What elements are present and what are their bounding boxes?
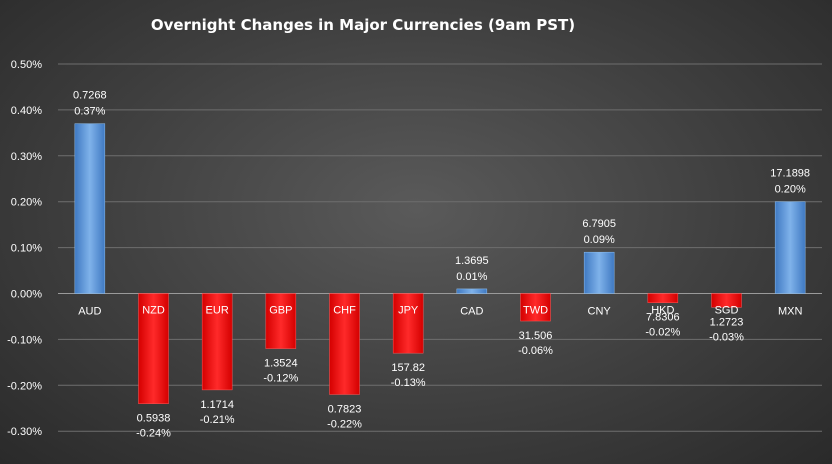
bar-twd (520, 293, 551, 322)
category-label-cad: CAD (460, 306, 483, 318)
category-label-cny: CNY (588, 306, 612, 318)
pct-label-chf: -0.22% (327, 418, 362, 430)
rate-label-cad: 1.3695 (455, 255, 489, 267)
pct-label-sgd: -0.03% (709, 331, 744, 343)
rate-label-aud: 0.7268 (73, 90, 107, 102)
category-label-aud: AUD (78, 306, 101, 318)
y-tick-label: 0.00% (11, 289, 42, 301)
y-tick-label: -0.10% (7, 334, 42, 346)
bar-aud (74, 123, 106, 294)
y-tick-label: 0.40% (11, 105, 42, 117)
bar-eur (201, 293, 233, 391)
bar-jpy (392, 293, 424, 354)
pct-label-nzd: -0.24% (136, 428, 171, 440)
y-tick-label: -0.20% (7, 380, 42, 392)
pct-label-jpy: -0.13% (391, 377, 426, 389)
rate-label-chf: 0.7823 (328, 403, 362, 415)
bar-chf (329, 293, 360, 395)
category-labels: AUD NZD EUR GBP CHF JPY CAD TWD CNY HKD SGD MXN (78, 305, 802, 318)
rate-label-eur: 1.1714 (200, 399, 234, 411)
category-label-sgd: SGD (715, 305, 739, 317)
bar-hkd (647, 293, 679, 303)
y-tick-label: 0.50% (11, 59, 42, 71)
category-label-eur: EUR (206, 305, 229, 317)
rate-label-twd: 31.506 (519, 330, 553, 342)
category-label-gbp: GBP (269, 305, 292, 317)
y-tick-label: 0.10% (11, 243, 42, 255)
rate-label-nzd: 0.5938 (137, 413, 171, 425)
bar-cny (583, 251, 615, 294)
pct-label-cad: 0.01% (456, 271, 487, 283)
y-tick-label: -0.30% (7, 426, 42, 438)
data-labels: 0.7268 0.37% 0.5938 -0.24% 1.1714 -0.21% 1.352… (73, 90, 810, 440)
category-label-mxn: MXN (778, 306, 803, 318)
gridlines (58, 63, 822, 432)
bar-gbp (265, 293, 297, 349)
pct-label-cny: 0.09% (584, 234, 615, 246)
y-tick-label: 0.20% (11, 197, 42, 209)
category-label-nzd: NZD (142, 305, 165, 317)
pct-label-eur: -0.21% (200, 414, 235, 426)
bar-nzd (138, 293, 169, 404)
category-label-chf: CHF (333, 305, 356, 317)
y-axis: 0.50% 0.40% 0.30% 0.20% 0.10% 0.00% -0.10% -0.2… (7, 59, 42, 438)
bars (74, 123, 806, 404)
pct-label-twd: -0.06% (518, 345, 553, 357)
chart-title: Overnight Changes in Major Currencies (9… (151, 16, 575, 34)
rate-label-mxn: 17.1898 (770, 168, 810, 180)
pct-label-mxn: 0.20% (775, 184, 806, 196)
bar-sgd (711, 293, 742, 308)
pct-label-hkd: -0.02% (645, 327, 680, 339)
y-tick-label: 0.30% (11, 151, 42, 163)
rate-label-jpy: 157.82 (391, 362, 425, 374)
category-label-jpy: JPY (398, 305, 419, 317)
pct-label-gbp: -0.12% (263, 373, 298, 385)
category-label-hkd: HKD (651, 305, 674, 317)
bar-mxn (774, 201, 806, 294)
rate-label-hkd: 7.8306 (646, 312, 680, 324)
rate-label-sgd: 1.2723 (710, 316, 744, 328)
bar-cad (456, 288, 488, 294)
pct-label-aud: 0.37% (74, 106, 105, 118)
rate-label-cny: 6.7905 (582, 218, 616, 230)
category-label-twd: TWD (523, 305, 548, 317)
rate-label-gbp: 1.3524 (264, 358, 298, 370)
